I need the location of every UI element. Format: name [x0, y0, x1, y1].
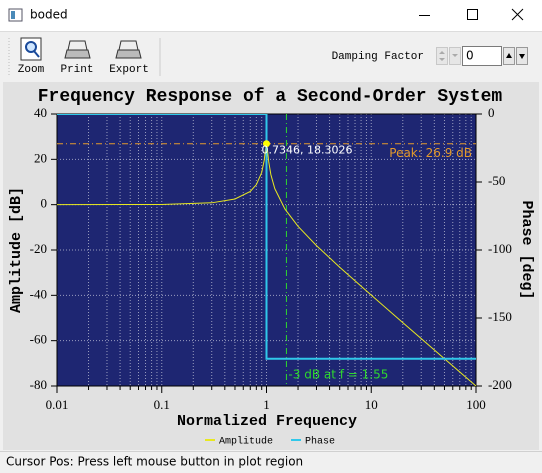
zoom-label: Zoom	[18, 64, 45, 76]
y-tick-label: -80	[30, 377, 47, 392]
chart-title: Frequency Response of a Second-Order Sys…	[38, 87, 503, 107]
disabled-arrow	[452, 54, 458, 57]
damping-input[interactable]	[462, 46, 502, 66]
legend-label: Amplitude	[219, 436, 273, 448]
legend-label: Phase	[305, 436, 335, 448]
y-tick-label: 40	[34, 105, 47, 120]
app-icon	[8, 8, 23, 22]
peak-marker-label: 0.7346, 18.3026	[262, 144, 353, 157]
y-tick-label: -40	[30, 286, 47, 301]
window-title: boded	[30, 8, 68, 22]
print-label: Print	[60, 64, 93, 76]
x-tick-label: 100	[466, 397, 486, 412]
y2-axis-label: Phase [deg]	[518, 200, 535, 299]
export-icon-paper	[118, 40, 139, 51]
peak-label: Peak: 26.9 dB	[389, 146, 472, 160]
x-tick-label: 0.01	[46, 397, 69, 412]
print-button[interactable]: Print	[60, 40, 94, 76]
peak-marker	[263, 140, 270, 148]
export-icon	[115, 49, 142, 59]
y2-tick-label: -150	[488, 309, 512, 324]
print-icon-paper	[67, 40, 88, 51]
damping-label: Damping Factor	[332, 51, 424, 63]
chart: Frequency Response of a Second-Order Sys…	[8, 87, 535, 448]
print-icon	[64, 49, 91, 59]
y-tick-label: -60	[30, 332, 47, 347]
x-tick-label: 1	[263, 397, 270, 412]
series-line	[57, 143, 476, 386]
y-tick-label: 20	[34, 150, 47, 165]
x-tick-label: 10	[365, 397, 378, 412]
zoom-icon-lens	[25, 41, 37, 53]
app-icon-part	[11, 11, 15, 19]
damping-value: 0	[466, 49, 474, 63]
disabled-arrows	[439, 51, 445, 61]
zoom-icon-handle	[33, 50, 40, 58]
y2-tick-label: -100	[488, 241, 512, 256]
close-button[interactable]	[511, 8, 524, 21]
x-tick-label: 0.1	[154, 397, 170, 412]
export-button[interactable]: Export	[109, 40, 149, 76]
y2-tick-label: -200	[488, 377, 512, 392]
title-bar	[0, 0, 542, 31]
status-text: Cursor Pos: Press left mouse button in p…	[6, 455, 303, 469]
spin-up-arrow	[506, 53, 512, 58]
y-axis-label: Amplitude [dB]	[8, 187, 25, 313]
spin-down-arrow	[519, 54, 525, 59]
y2-tick-label: 0	[488, 105, 495, 120]
y-tick-label: 0	[41, 196, 48, 211]
series-line	[57, 114, 476, 360]
y2-tick-label: -50	[488, 173, 505, 188]
maximize-button[interactable]	[467, 9, 478, 20]
export-label: Export	[109, 64, 149, 76]
x-axis-label: Normalized Frequency	[177, 413, 357, 430]
cutoff-label: -3 dB at f = 1.55	[288, 368, 388, 382]
zoom-button[interactable]: Zoom	[18, 37, 45, 76]
y-tick-label: -20	[30, 241, 47, 256]
disabled-spin-up	[436, 47, 448, 65]
